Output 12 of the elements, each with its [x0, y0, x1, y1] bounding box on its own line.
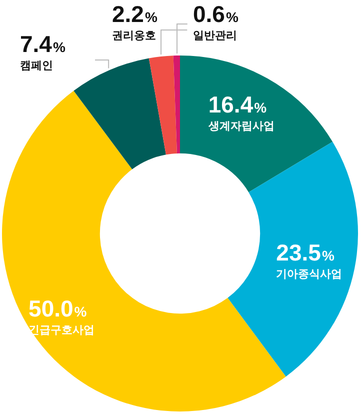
- data-label: 0.6%: [193, 1, 239, 27]
- slice-label: 생계자립사업: [207, 120, 274, 133]
- data-label: 23.5%: [276, 240, 335, 266]
- data-label: 7.4%: [20, 31, 66, 57]
- slice-label: 일반관리: [193, 30, 237, 42]
- data-label: 2.2%: [112, 1, 158, 27]
- slice-label: 권리옹호: [112, 30, 156, 42]
- slice-label: 캠페인: [20, 60, 53, 72]
- data-label: 50.0%: [28, 295, 88, 322]
- slice-label: 긴급구호사업: [28, 324, 95, 336]
- slice-label: 기아종식사업: [276, 268, 342, 281]
- data-label: 16.4%: [208, 92, 268, 118]
